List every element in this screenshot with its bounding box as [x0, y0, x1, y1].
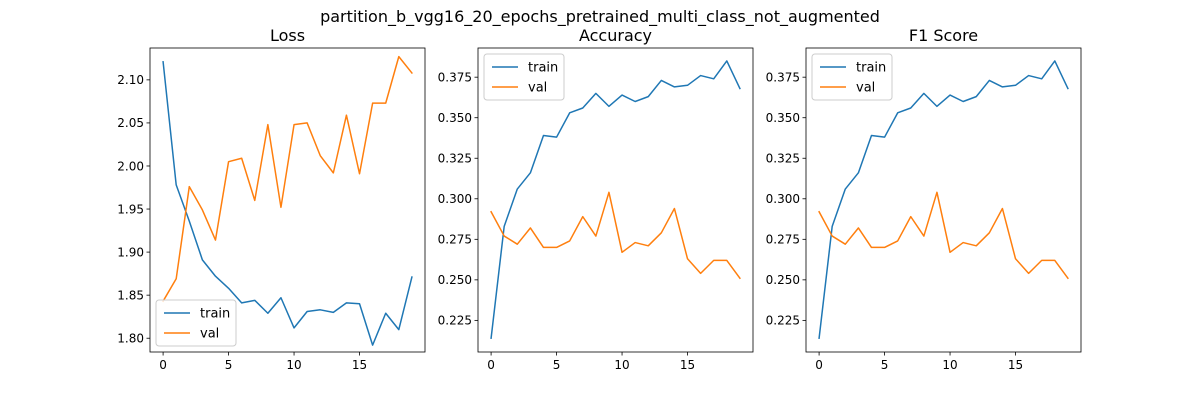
axes-frame [149, 47, 426, 353]
x-tick-label: 15 [680, 358, 695, 372]
subplot-accuracy: Accuracy 0 5 10 15 0.225 0.250 0.275 0.300 0.325 0… [438, 26, 754, 372]
series-line-train [818, 60, 1069, 340]
legend-label-train: train [856, 61, 886, 76]
y-tick-label: 1.95 [117, 202, 144, 216]
y-tick-label: 0.325 [766, 152, 800, 166]
y-tick-label: 0.375 [766, 70, 800, 84]
series-line-val [818, 191, 1069, 280]
legend-label-val: val [528, 81, 547, 96]
legend-label-train: train [528, 61, 558, 76]
x-tick-label: 0 [159, 358, 167, 372]
x-tick-label: 5 [881, 358, 889, 372]
y-tick-label: 0.375 [438, 70, 472, 84]
y-tick-label: 2.05 [117, 116, 144, 130]
x-tick-label: 0 [487, 358, 495, 372]
series-line-val [162, 55, 413, 303]
y-tick-label: 2.00 [117, 159, 144, 173]
subplot-title: F1 Score [909, 26, 978, 45]
legend: train val [155, 299, 237, 347]
y-tick-label: 0.300 [766, 192, 800, 206]
x-tick-label: 10 [614, 358, 629, 372]
legend-label-train: train [200, 307, 230, 322]
series-line-train [490, 60, 741, 340]
y-tick-label: 0.275 [766, 233, 800, 247]
y-tick-label: 0.325 [438, 152, 472, 166]
y-tick-label: 0.250 [766, 273, 800, 287]
y-tick-label: 0.300 [438, 192, 472, 206]
subplot-loss: Loss 0 5 10 15 1.80 1.85 1.90 1.95 2.00 2.05 2.10 tr… [117, 26, 426, 372]
legend-label-val: val [856, 81, 875, 96]
subplot-panels: Loss 0 5 10 15 1.80 1.85 1.90 1.95 2.00 2.05 2.10 tr… [117, 26, 1082, 372]
y-tick-label: 0.275 [438, 233, 472, 247]
y-tick-label: 1.90 [117, 245, 144, 259]
y-tick-label: 2.10 [117, 73, 144, 87]
legend-box [483, 53, 565, 101]
x-tick-label: 5 [553, 358, 561, 372]
y-tick-label: 0.225 [438, 314, 472, 328]
series-line-val [490, 191, 741, 280]
subplot-title: Accuracy [579, 26, 652, 45]
x-tick-label: 0 [815, 358, 823, 372]
subplot-title: Loss [270, 26, 305, 45]
legend-label-val: val [200, 327, 219, 342]
x-tick-label: 15 [352, 358, 367, 372]
y-tick-label: 1.85 [117, 288, 144, 302]
x-tick-label: 15 [1008, 358, 1023, 372]
x-tick-label: 10 [286, 358, 301, 372]
series-line-train [162, 60, 413, 346]
y-tick-label: 0.250 [438, 273, 472, 287]
axes-frame [805, 47, 1082, 353]
axes-frame [477, 47, 754, 353]
figure-suptitle: partition_b_vgg16_20_epochs_pretrained_m… [320, 7, 880, 27]
x-tick-label: 10 [942, 358, 957, 372]
legend-box [811, 53, 893, 101]
subplot-f1-score: F1 Score 0 5 10 15 0.225 0.250 0.275 0.300 0.325 0… [766, 26, 1082, 372]
legend: train val [811, 53, 893, 101]
y-tick-label: 0.225 [766, 314, 800, 328]
legend-box [155, 299, 237, 347]
y-tick-label: 1.80 [117, 332, 144, 346]
legend: train val [483, 53, 565, 101]
y-tick-label: 0.350 [766, 111, 800, 125]
y-tick-label: 0.350 [438, 111, 472, 125]
x-tick-label: 5 [225, 358, 233, 372]
